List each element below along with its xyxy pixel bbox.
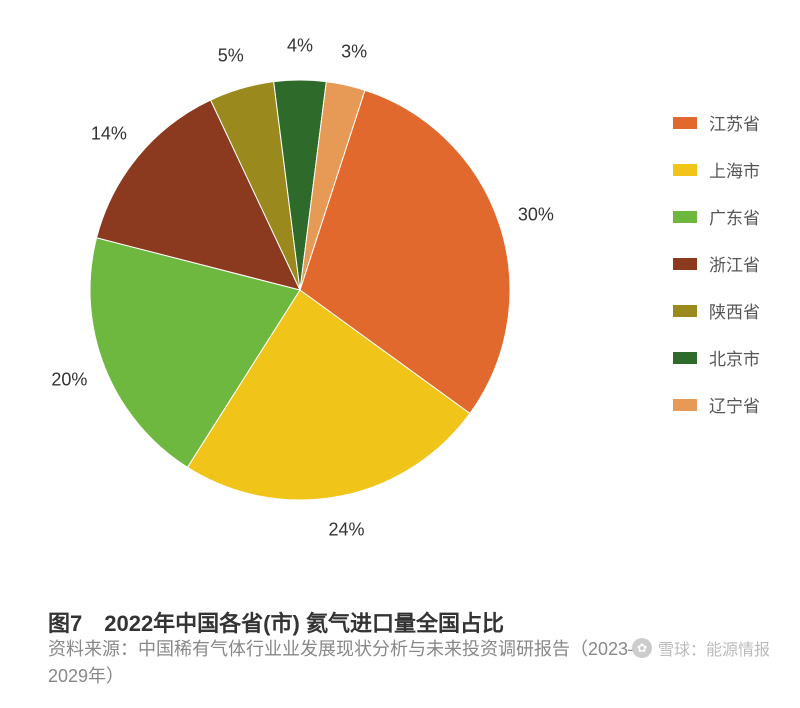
- watermark: ✿ 雪球：能源情报: [632, 636, 770, 660]
- slice-percent-label: 14%: [91, 124, 127, 145]
- legend-label: 浙江省: [709, 251, 760, 276]
- legend-item: 陕西省: [673, 298, 760, 323]
- legend-swatch: [673, 164, 697, 176]
- legend-item: 广东省: [673, 204, 760, 229]
- legend-item: 浙江省: [673, 251, 760, 276]
- slice-percent-label: 30%: [518, 204, 554, 225]
- legend-label: 北京市: [709, 345, 760, 370]
- legend-label: 江苏省: [709, 110, 760, 135]
- watermark-text: 雪球：能源情报: [658, 636, 770, 660]
- pie-chart-svg: [90, 80, 510, 500]
- slice-percent-label: 3%: [341, 41, 367, 62]
- legend-swatch: [673, 211, 697, 223]
- legend-item: 江苏省: [673, 110, 760, 135]
- slice-percent-label: 20%: [51, 369, 87, 390]
- slice-percent-label: 24%: [328, 519, 364, 540]
- legend-swatch: [673, 399, 697, 411]
- legend-swatch: [673, 258, 697, 270]
- legend-label: 广东省: [709, 204, 760, 229]
- legend: 江苏省上海市广东省浙江省陕西省北京市辽宁省: [673, 110, 760, 417]
- source-line: 资料来源：中国稀有气体行业业发展现状分析与未来投资调研报告（2023—2029年…: [48, 636, 668, 690]
- legend-item: 辽宁省: [673, 392, 760, 417]
- legend-item: 上海市: [673, 157, 760, 182]
- legend-swatch: [673, 305, 697, 317]
- legend-label: 上海市: [709, 157, 760, 182]
- legend-label: 陕西省: [709, 298, 760, 323]
- legend-item: 北京市: [673, 345, 760, 370]
- legend-swatch: [673, 352, 697, 364]
- watermark-icon: ✿: [632, 638, 652, 658]
- pie-chart-area: 30% 24% 20% 14% 5% 4% 3%: [40, 20, 560, 540]
- figure-caption: 图7 2022年中国各省(市) 氦气进口量全国占比: [48, 606, 504, 638]
- slice-percent-label: 4%: [287, 36, 313, 57]
- legend-label: 辽宁省: [709, 392, 760, 417]
- slice-percent-label: 5%: [218, 45, 244, 66]
- legend-swatch: [673, 117, 697, 129]
